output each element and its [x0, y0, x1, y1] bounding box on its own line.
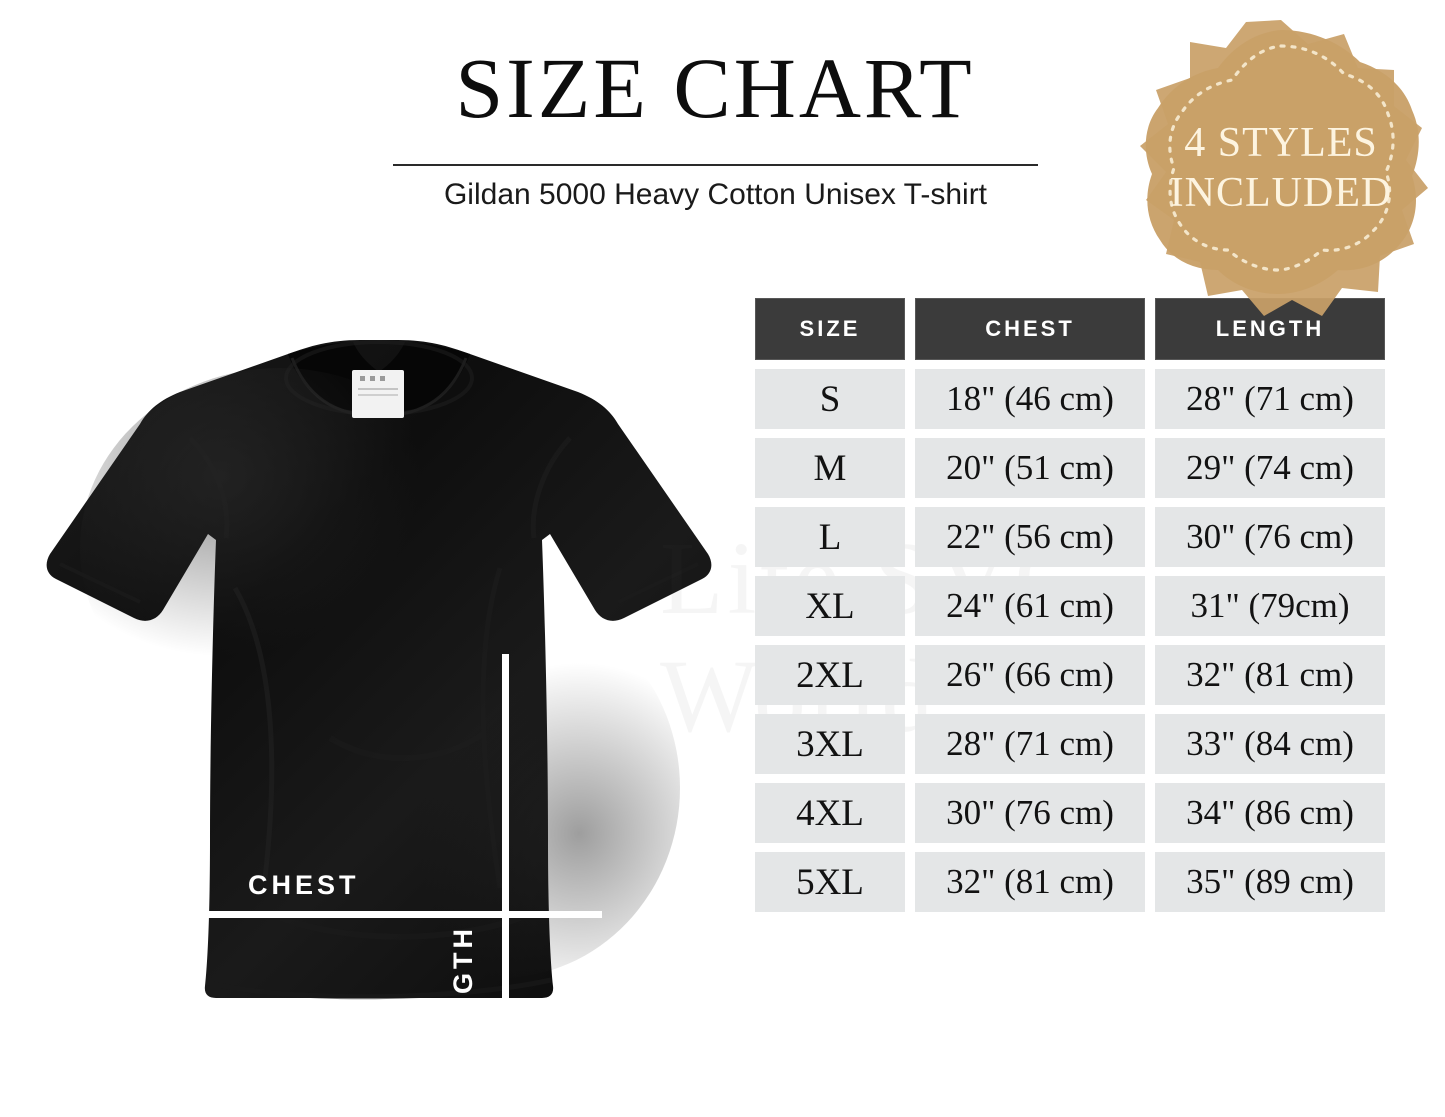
table-row: 2XL 26" (66 cm) 32" (81 cm) [755, 645, 1385, 705]
cell-chest: 32" (81 cm) [915, 852, 1145, 912]
cell-chest: 18" (46 cm) [915, 369, 1145, 429]
cell-size: 4XL [755, 783, 905, 843]
tshirt-illustration: CHEST LENGTH [30, 318, 730, 1117]
column-header-length: LENGTH [1155, 298, 1385, 360]
table-row: 4XL 30" (76 cm) 34" (86 cm) [755, 783, 1385, 843]
cell-size: 5XL [755, 852, 905, 912]
styles-included-badge: 4 STYLES INCLUDED [1128, 14, 1434, 320]
cell-size: XL [755, 576, 905, 636]
column-header-chest: CHEST [915, 298, 1145, 360]
cell-chest: 30" (76 cm) [915, 783, 1145, 843]
length-measure-line [502, 654, 509, 1117]
chest-measure-label: CHEST [248, 870, 360, 900]
cell-size: 2XL [755, 645, 905, 705]
size-table: SIZE CHEST LENGTH S 18" (46 cm) 28" (71 … [755, 298, 1385, 921]
cell-chest: 20" (51 cm) [915, 438, 1145, 498]
cell-chest: 28" (71 cm) [915, 714, 1145, 774]
table-row: 3XL 28" (71 cm) 33" (84 cm) [755, 714, 1385, 774]
cell-chest: 26" (66 cm) [915, 645, 1145, 705]
cell-length: 29" (74 cm) [1155, 438, 1385, 498]
cell-size: M [755, 438, 905, 498]
cell-length: 31" (79cm) [1155, 576, 1385, 636]
cell-length: 30" (76 cm) [1155, 507, 1385, 567]
column-header-size: SIZE [755, 298, 905, 360]
cell-chest: 22" (56 cm) [915, 507, 1145, 567]
badge-line-1: 4 STYLES [1184, 120, 1378, 166]
badge-line-2: INCLUDED [1169, 170, 1393, 216]
cell-length: 28" (71 cm) [1155, 369, 1385, 429]
cell-length: 32" (81 cm) [1155, 645, 1385, 705]
table-row: M 20" (51 cm) 29" (74 cm) [755, 438, 1385, 498]
table-row: L 22" (56 cm) 30" (76 cm) [755, 507, 1385, 567]
cell-size: 3XL [755, 714, 905, 774]
page-title: SIZE CHART [455, 40, 975, 136]
badge-seal-icon [1140, 20, 1428, 316]
cell-length: 34" (86 cm) [1155, 783, 1385, 843]
badge-text: 4 STYLES INCLUDED [1128, 118, 1434, 218]
title-divider [393, 164, 1038, 166]
cell-length: 33" (84 cm) [1155, 714, 1385, 774]
table-header-row: SIZE CHEST LENGTH [755, 298, 1385, 360]
cell-chest: 24" (61 cm) [915, 576, 1145, 636]
table-row: XL 24" (61 cm) 31" (79cm) [755, 576, 1385, 636]
cell-size: S [755, 369, 905, 429]
table-row: 5XL 32" (81 cm) 35" (89 cm) [755, 852, 1385, 912]
cell-size: L [755, 507, 905, 567]
page-subtitle: Gildan 5000 Heavy Cotton Unisex T-shirt [443, 178, 988, 211]
length-measure-label: LENGTH [448, 925, 478, 1060]
chest-measure-line [198, 911, 602, 918]
table-row: S 18" (46 cm) 28" (71 cm) [755, 369, 1385, 429]
cell-length: 35" (89 cm) [1155, 852, 1385, 912]
